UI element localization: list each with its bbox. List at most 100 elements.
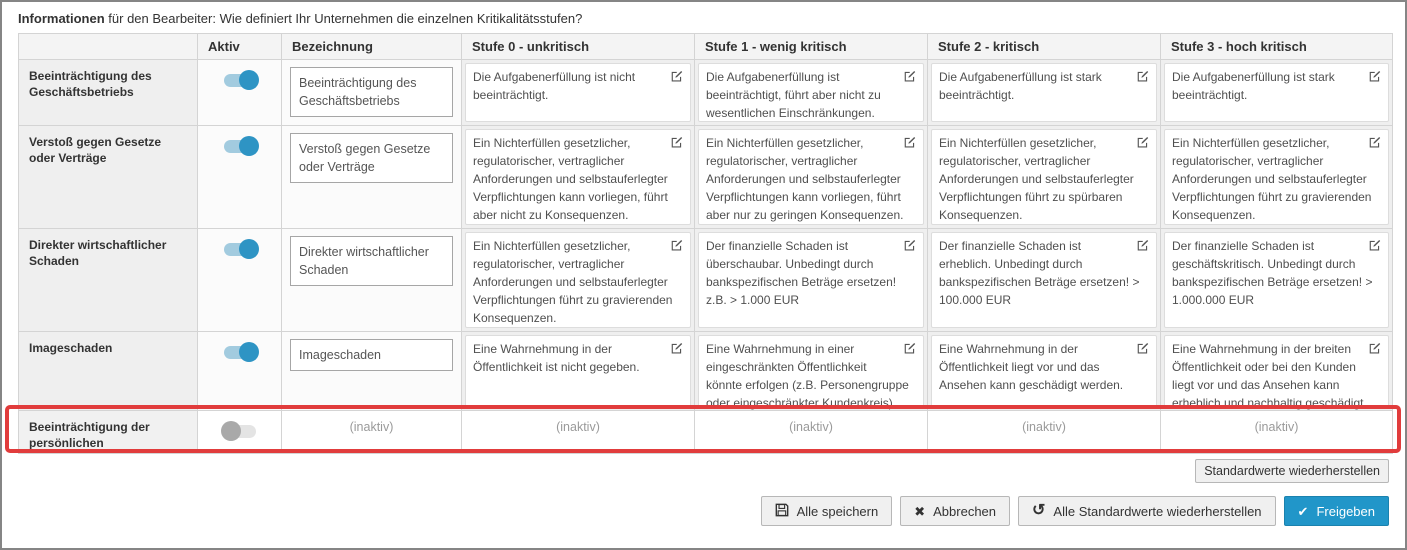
cancel-button[interactable]: ✖ Abbrechen bbox=[900, 496, 1011, 526]
toggle-knob bbox=[220, 421, 241, 441]
stufe3-textarea[interactable]: Die Aufgabenerfüllung ist stark beeinträ… bbox=[1164, 63, 1389, 122]
aktiv-cell bbox=[198, 229, 282, 332]
stufe-text: Ein Nichterfüllen gesetzlicher, regulato… bbox=[939, 136, 1134, 222]
aktiv-cell bbox=[198, 60, 282, 126]
edit-icon[interactable] bbox=[903, 136, 916, 149]
edit-icon[interactable] bbox=[903, 342, 916, 355]
edit-icon[interactable] bbox=[1368, 342, 1381, 355]
aktiv-cell bbox=[198, 411, 282, 454]
active-toggle[interactable] bbox=[223, 70, 259, 90]
info-label-bold: Informationen bbox=[18, 11, 105, 26]
stufe2-cell: Der finanzielle Schaden ist erheblich. U… bbox=[928, 229, 1161, 332]
restore-all-defaults-button[interactable]: ↺ Alle Standardwerte wiederherstellen bbox=[1018, 496, 1276, 526]
stufe2-cell: Ein Nichterfüllen gesetzlicher, regulato… bbox=[928, 126, 1161, 229]
bezeichnung-input[interactable]: Beeinträchtigung des Geschäftsbetriebs bbox=[290, 67, 453, 118]
stufe2-cell: Eine Wahrnehmung in der Öffentlichkeit l… bbox=[928, 332, 1161, 411]
toggle-knob bbox=[238, 136, 259, 156]
edit-icon[interactable] bbox=[670, 239, 683, 252]
stufe1-cell: Ein Nichterfüllen gesetzlicher, regulato… bbox=[695, 126, 928, 229]
active-toggle[interactable] bbox=[223, 342, 259, 362]
stufe0-textarea[interactable]: Die Aufgabenerfüllung ist nicht beeinträ… bbox=[465, 63, 691, 122]
info-label-rest: für den Bearbeiter: Wie definiert Ihr Un… bbox=[104, 11, 583, 26]
edit-icon[interactable] bbox=[1368, 136, 1381, 149]
row-label-imageschaden: Imageschaden bbox=[19, 332, 198, 411]
stufe2-textarea[interactable]: Die Aufgabenerfüllung ist stark beeinträ… bbox=[931, 63, 1157, 122]
stufe1-inactive: (inaktiv) bbox=[695, 411, 928, 454]
edit-icon[interactable] bbox=[670, 136, 683, 149]
bezeichnung-input[interactable]: Direkter wirtschaftlicher Schaden bbox=[290, 236, 453, 287]
release-button[interactable]: ✔ Freigeben bbox=[1283, 496, 1389, 526]
active-toggle[interactable] bbox=[223, 136, 259, 156]
bezeichnung-cell: Imageschaden bbox=[282, 332, 462, 411]
edit-icon[interactable] bbox=[1136, 70, 1149, 83]
stufe1-cell: Die Aufgabenerfüllung ist beeinträchtigt… bbox=[695, 60, 928, 126]
stufe0-textarea[interactable]: Eine Wahrnehmung in der Öffentlichkeit i… bbox=[465, 335, 691, 407]
stufe3-cell: Die Aufgabenerfüllung ist stark beeinträ… bbox=[1161, 60, 1393, 126]
header-stufe-2: Stufe 2 - kritisch bbox=[928, 34, 1161, 60]
stufe1-textarea[interactable]: Die Aufgabenerfüllung ist beeinträchtigt… bbox=[698, 63, 924, 122]
stufe0-inactive: (inaktiv) bbox=[462, 411, 695, 454]
edit-icon[interactable] bbox=[903, 70, 916, 83]
header-stufe-0: Stufe 0 - unkritisch bbox=[462, 34, 695, 60]
stufe0-textarea[interactable]: Ein Nichterfüllen gesetzlicher, regulato… bbox=[465, 232, 691, 328]
stufe1-textarea[interactable]: Ein Nichterfüllen gesetzlicher, regulato… bbox=[698, 129, 924, 225]
active-toggle[interactable] bbox=[220, 421, 256, 441]
stufe3-textarea[interactable]: Der finanzielle Schaden ist geschäftskri… bbox=[1164, 232, 1389, 328]
stufe2-textarea[interactable]: Der finanzielle Schaden ist erheblich. U… bbox=[931, 232, 1157, 328]
bezeichnung-cell: Direkter wirtschaftlicher Schaden bbox=[282, 229, 462, 332]
row-label-geschaeftsbetrieb: Beeinträchtigung des Geschäftsbetriebs bbox=[19, 60, 198, 126]
stufe1-textarea[interactable]: Der finanzielle Schaden ist überschaubar… bbox=[698, 232, 924, 328]
stufe3-cell: Eine Wahrnehmung in der breiten Öffentli… bbox=[1161, 332, 1393, 411]
stufe1-cell: Der finanzielle Schaden ist überschaubar… bbox=[695, 229, 928, 332]
stufe0-textarea[interactable]: Ein Nichterfüllen gesetzlicher, regulato… bbox=[465, 129, 691, 225]
stufe-text: Die Aufgabenerfüllung ist beeinträchtigt… bbox=[706, 70, 881, 120]
criticality-table: Aktiv Bezeichnung Stufe 0 - unkritisch S… bbox=[18, 33, 1393, 454]
row-label-gesetze: Verstoß gegen Gesetze oder Verträge bbox=[19, 126, 198, 229]
edit-icon[interactable] bbox=[670, 70, 683, 83]
stufe3-textarea[interactable]: Ein Nichterfüllen gesetzlicher, regulato… bbox=[1164, 129, 1389, 225]
stufe0-cell: Ein Nichterfüllen gesetzlicher, regulato… bbox=[462, 229, 695, 332]
header-bezeichnung: Bezeichnung bbox=[282, 34, 462, 60]
stufe1-textarea[interactable]: Eine Wahrnehmung in einer eingeschränkte… bbox=[698, 335, 924, 410]
edit-icon[interactable] bbox=[903, 239, 916, 252]
stufe3-cell: Der finanzielle Schaden ist geschäftskri… bbox=[1161, 229, 1393, 332]
toggle-knob bbox=[238, 342, 259, 362]
stufe3-inactive: (inaktiv) bbox=[1161, 411, 1393, 454]
stufe-text: Ein Nichterfüllen gesetzlicher, regulato… bbox=[706, 136, 904, 222]
stufe-text: Eine Wahrnehmung in der Öffentlichkeit l… bbox=[939, 342, 1124, 392]
cancel-label: Abbrechen bbox=[933, 503, 997, 519]
stufe2-cell: Die Aufgabenerfüllung ist stark beeinträ… bbox=[928, 60, 1161, 126]
stufe-text: Ein Nichterfüllen gesetzlicher, regulato… bbox=[1172, 136, 1372, 222]
edit-icon[interactable] bbox=[1136, 342, 1149, 355]
release-label: Freigeben bbox=[1316, 503, 1375, 519]
stufe-text: Der finanzielle Schaden ist erheblich. U… bbox=[939, 239, 1140, 307]
edit-icon[interactable] bbox=[670, 342, 683, 355]
bezeichnung-input[interactable]: Verstoß gegen Gesetze oder Verträge bbox=[290, 133, 453, 184]
edit-icon[interactable] bbox=[1368, 70, 1381, 83]
stufe3-textarea[interactable]: Eine Wahrnehmung in der breiten Öffentli… bbox=[1164, 335, 1389, 410]
edit-icon[interactable] bbox=[1136, 136, 1149, 149]
bezeichnung-input[interactable]: Imageschaden bbox=[290, 339, 453, 372]
row-label-wirtschaftlicher-schaden: Direkter wirtschaftlicher Schaden bbox=[19, 229, 198, 332]
edit-icon[interactable] bbox=[1136, 239, 1149, 252]
stufe2-textarea[interactable]: Ein Nichterfüllen gesetzlicher, regulato… bbox=[931, 129, 1157, 225]
stufe2-textarea[interactable]: Eine Wahrnehmung in der Öffentlichkeit l… bbox=[931, 335, 1157, 407]
restore-all-defaults-label: Alle Standardwerte wiederherstellen bbox=[1053, 503, 1262, 519]
stufe-text: Eine Wahrnehmung in der breiten Öffentli… bbox=[1172, 342, 1364, 410]
save-all-button[interactable]: Alle speichern bbox=[760, 496, 893, 526]
toggle-knob bbox=[238, 239, 259, 259]
header-stufe-1: Stufe 1 - wenig kritisch bbox=[695, 34, 928, 60]
stufe-text: Ein Nichterfüllen gesetzlicher, regulato… bbox=[473, 239, 673, 325]
active-toggle[interactable] bbox=[223, 239, 259, 259]
header-empty bbox=[19, 34, 198, 60]
stufe-text: Eine Wahrnehmung in einer eingeschränkte… bbox=[706, 342, 909, 410]
floppy-disk-icon bbox=[775, 503, 789, 519]
stufe0-cell: Eine Wahrnehmung in der Öffentlichkeit i… bbox=[462, 332, 695, 411]
bezeichnung-cell: Beeinträchtigung des Geschäftsbetriebs bbox=[282, 60, 462, 126]
restore-defaults-button[interactable]: Standardwerte wiederherstellen bbox=[1195, 459, 1389, 483]
row-label-unversehrtheit: Beeinträchtigung der persönlichen Unvers… bbox=[19, 411, 198, 454]
header-aktiv: Aktiv bbox=[198, 34, 282, 60]
edit-icon[interactable] bbox=[1368, 239, 1381, 252]
undo-arrow-icon: ↺ bbox=[1032, 502, 1046, 519]
